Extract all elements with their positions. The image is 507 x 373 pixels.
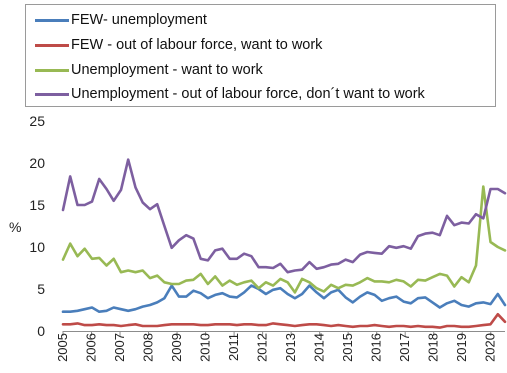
series-line-1 [61,312,507,329]
axis-layer: 0 5 10 15 20 25 2005 2006 2007 2008 2009 2010 2011 20… [29,113,505,362]
x-tick-label: 2009 [169,333,184,362]
series-layer [61,158,507,329]
legend-label: FEW - out of labour force, want to work [71,37,323,53]
legend-swatch-few-unemployment [35,18,69,22]
x-tick-label: 2006 [84,333,99,362]
x-tick-label: 2011 [226,333,241,361]
chart-legend: FEW- unemployment FEW - out of labour fo… [25,4,496,107]
x-tick-label: 2015 [340,333,355,362]
x-tick-label: 2013 [283,333,298,362]
y-tick-label: 0 [37,323,45,339]
y-tick-label: 15 [29,197,45,213]
x-tick-label: 2008 [141,333,156,362]
y-tick-label: 10 [29,239,45,255]
x-tick-label: 2012 [255,333,270,362]
series-line-3 [61,158,507,274]
legend-item-few-out-of-labour-force: FEW - out of labour force, want to work [35,35,322,55]
x-tick-label: 2007 [112,333,127,362]
legend-swatch-unemployment-dont-want-to-work [35,92,69,96]
y-tick-label: 25 [29,113,45,129]
y-axis-label: % [9,219,22,235]
x-tick-label: 2016 [369,333,384,362]
y-tick-label: 5 [37,281,45,297]
legend-label: FEW- unemployment [71,12,207,28]
x-tick-label: 2014 [312,333,327,362]
series-line-2 [61,185,507,294]
y-tick-label: 20 [29,155,45,171]
x-tick-label: 2020 [483,333,498,362]
legend-item-unemployment-dont-want-to-work: Unemployment - out of labour force, don´… [35,84,425,104]
x-tick-label: 2005 [55,333,70,362]
legend-item-few-unemployment: FEW- unemployment [35,10,207,30]
x-tick-label: 2010 [198,333,213,362]
legend-label: Unemployment - want to work [71,62,263,78]
x-tick-label: 2019 [454,333,469,362]
x-tick-label: 2018 [426,333,441,362]
legend-item-unemployment-want-to-work: Unemployment - want to work [35,60,263,80]
x-tick-label: 2017 [397,333,412,362]
legend-label: Unemployment - out of labour force, don´… [71,86,425,102]
legend-swatch-unemployment-want-to-work [35,68,69,72]
legend-swatch-few-out-of-labour-force [35,43,69,47]
series-line-0 [61,284,507,314]
